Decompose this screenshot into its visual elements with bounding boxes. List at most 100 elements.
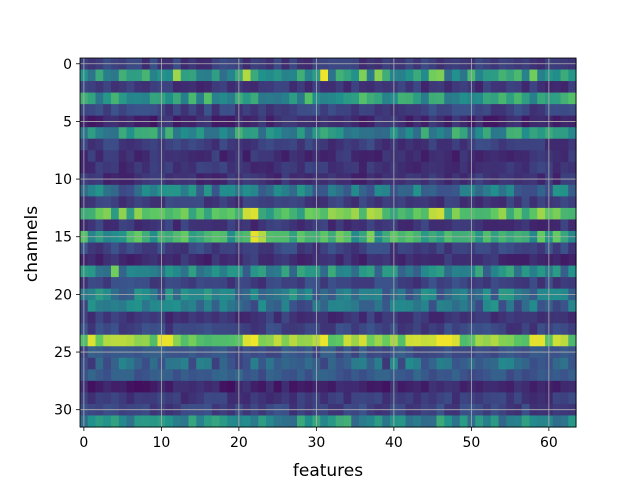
heatmap-cell (173, 380, 182, 394)
heatmap-cell (173, 392, 182, 405)
heatmap-cell (149, 277, 159, 290)
heatmap-cell (405, 334, 414, 347)
heatmap-cell (95, 92, 104, 105)
heatmap-cell (219, 242, 228, 255)
heatmap-cell (328, 254, 337, 267)
heatmap-cell (382, 219, 391, 232)
heatmap-cell (483, 92, 492, 105)
heatmap-cell (397, 334, 407, 347)
heatmap-cell (514, 219, 523, 232)
heatmap-cell (103, 415, 112, 428)
heatmap-cell (111, 265, 120, 278)
heatmap-cell (281, 369, 290, 382)
heatmap-cell (560, 127, 569, 140)
heatmap-cell (351, 311, 360, 324)
heatmap-cell (428, 196, 438, 209)
heatmap-cell (118, 104, 128, 117)
heatmap-cell (506, 323, 515, 336)
heatmap-cell (343, 369, 352, 382)
heatmap-cell (498, 207, 507, 221)
heatmap-cell (211, 127, 221, 140)
heatmap-cell (436, 380, 445, 394)
heatmap-cell (537, 196, 546, 209)
heatmap-cell (490, 311, 500, 324)
heatmap-cell (281, 150, 290, 163)
heatmap-cell (227, 138, 236, 151)
heatmap-cell (173, 196, 182, 209)
heatmap-cell (180, 300, 190, 313)
heatmap-cell (514, 265, 523, 278)
heatmap-cell (304, 184, 314, 197)
heatmap-cell (382, 207, 391, 221)
heatmap-cell (359, 138, 368, 151)
heatmap-cell (374, 81, 383, 94)
heatmap-cell (258, 277, 267, 290)
heatmap-cell (506, 219, 515, 232)
heatmap-cell (250, 219, 259, 232)
heatmap-cell (134, 196, 143, 209)
heatmap-cell (444, 104, 453, 117)
heatmap-cell (483, 415, 492, 428)
heatmap-cell (118, 311, 128, 324)
heatmap-cell (242, 415, 252, 428)
heatmap-cell (87, 196, 97, 209)
heatmap-cell (537, 69, 546, 82)
heatmap-cell (304, 242, 314, 255)
heatmap-cell (281, 127, 290, 140)
heatmap-cell (335, 369, 345, 382)
heatmap-cell (436, 300, 445, 313)
heatmap-cell (328, 277, 337, 290)
heatmap-cell (483, 300, 492, 313)
heatmap-cell (328, 207, 337, 221)
heatmap-cell (452, 138, 461, 151)
heatmap-cell (142, 380, 151, 394)
heatmap-cell (103, 277, 112, 290)
heatmap-cell (134, 150, 143, 163)
heatmap-cell (366, 184, 376, 197)
heatmap-cell (188, 415, 197, 428)
heatmap-cell (211, 277, 221, 290)
heatmap-cell (211, 311, 221, 324)
heatmap-cell (87, 161, 97, 174)
heatmap-cell (149, 81, 159, 94)
heatmap-cell (196, 277, 205, 290)
heatmap-cell (118, 184, 128, 197)
heatmap-cell (180, 323, 190, 336)
heatmap-cell (95, 311, 104, 324)
heatmap-cell (204, 81, 213, 94)
heatmap-cell (444, 415, 453, 428)
heatmap-cell (351, 265, 360, 278)
heatmap-cell (359, 184, 368, 197)
heatmap-cell (498, 369, 507, 382)
heatmap-cell (459, 357, 469, 370)
heatmap-cell (173, 415, 182, 428)
heatmap-cell (281, 138, 290, 151)
heatmap-cell (537, 392, 546, 405)
heatmap-cell (428, 369, 438, 382)
heatmap-cell (142, 207, 151, 221)
heatmap-cell (258, 127, 267, 140)
heatmap-cell (444, 127, 453, 140)
heatmap-cell (103, 81, 112, 94)
heatmap-cell (475, 184, 484, 197)
heatmap-cell (204, 380, 213, 394)
heatmap-cell (459, 415, 469, 428)
heatmap-cell (281, 311, 290, 324)
heatmap-cell (281, 380, 290, 394)
heatmap-cell (149, 300, 159, 313)
heatmap-cell (351, 415, 360, 428)
heatmap-cell (188, 92, 197, 105)
heatmap-cell (506, 369, 515, 382)
heatmap-cell (552, 207, 562, 221)
heatmap-cell (173, 127, 182, 140)
heatmap-cell (328, 265, 337, 278)
heatmap-cell (521, 265, 531, 278)
heatmap-cell (142, 127, 151, 140)
heatmap-cell (366, 219, 376, 232)
heatmap-cell (242, 219, 252, 232)
heatmap-cell (211, 150, 221, 163)
heatmap-cell (196, 184, 205, 197)
heatmap-cell (250, 196, 259, 209)
heatmap-cell (180, 69, 190, 82)
heatmap-cell (134, 323, 143, 336)
